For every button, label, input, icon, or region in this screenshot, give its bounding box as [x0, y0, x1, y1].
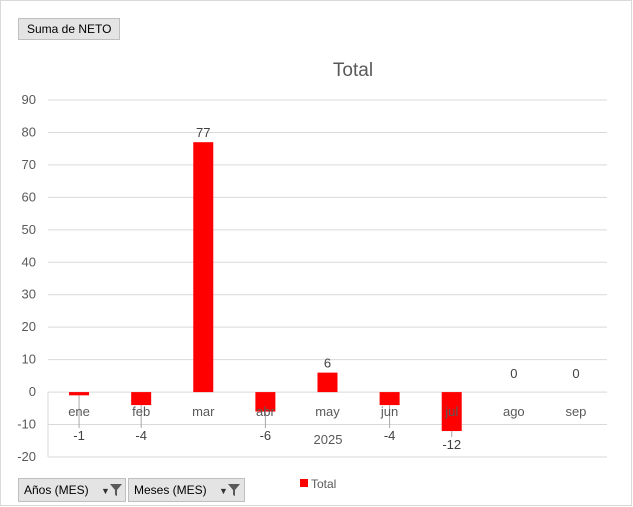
bar-may: [317, 372, 338, 393]
x-category-label: abr: [256, 404, 275, 419]
data-label: -6: [260, 428, 272, 443]
chart-title: Total: [333, 60, 373, 81]
x-category-label: mar: [192, 404, 215, 419]
y-tick-label: 80: [22, 124, 36, 139]
data-label: -4: [384, 428, 396, 443]
x-category-label: sep: [565, 404, 586, 419]
x-category-label: feb: [132, 404, 150, 419]
x-category-label: jun: [380, 404, 398, 419]
y-tick-label: 60: [22, 189, 36, 204]
data-label: 77: [196, 125, 210, 140]
dropdown-caret-icon: ▼: [101, 486, 110, 496]
gridlines: [47, 99, 607, 458]
y-tick-label: 30: [22, 287, 36, 302]
data-label: -4: [135, 428, 147, 443]
y-tick-label: 0: [29, 384, 36, 399]
filter-icon: [228, 484, 240, 496]
data-label: 6: [324, 356, 331, 371]
x-axis-categories: ene feb mar abr may jun jul ago sep: [68, 404, 586, 419]
sum-field-button[interactable]: Suma de NETO: [18, 18, 121, 40]
y-tick-label: 20: [22, 319, 36, 334]
bar-abr: [255, 392, 276, 412]
bar-mar: [193, 142, 214, 393]
y-tick-label: -10: [17, 417, 36, 432]
legend-swatch: [300, 479, 308, 487]
y-tick-label: 10: [22, 352, 36, 367]
legend: Total: [300, 477, 336, 491]
filter-icon: [110, 484, 122, 496]
data-label: 0: [510, 366, 517, 381]
years-filter-button[interactable]: Años (MES) ▼: [18, 478, 126, 502]
y-tick-label: 50: [22, 222, 36, 237]
years-filter-label: Años (MES): [24, 483, 89, 497]
data-label: -12: [442, 437, 461, 452]
bar-jun: [379, 392, 400, 406]
y-tick-label: 90: [22, 92, 36, 107]
data-label: -1: [73, 428, 85, 443]
bars: [69, 142, 462, 432]
dropdown-caret-icon: ▼: [219, 486, 228, 496]
x-category-label: may: [315, 404, 340, 419]
y-tick-label: 70: [22, 157, 36, 172]
x-category-label: ago: [503, 404, 525, 419]
x-category-label: ene: [68, 404, 90, 419]
bar-jul: [441, 392, 462, 432]
months-filter-label: Meses (MES): [134, 483, 207, 497]
legend-label: Total: [311, 477, 336, 491]
months-filter-button[interactable]: Meses (MES) ▼: [128, 478, 245, 502]
bar-feb: [131, 392, 152, 406]
x-axis-group-label: 2025: [314, 432, 343, 447]
data-labels: -1 -4 77 -6 6 -4 -12 0 0: [73, 125, 579, 452]
y-tick-label: -20: [17, 449, 36, 464]
x-category-label: jul: [444, 404, 458, 419]
y-tick-label: 40: [22, 254, 36, 269]
y-axis-ticks: -20 -10 0 10 20 30 40 50 60 70 80 90: [17, 92, 36, 464]
bar-ene: [69, 392, 90, 396]
data-label: 0: [572, 366, 579, 381]
